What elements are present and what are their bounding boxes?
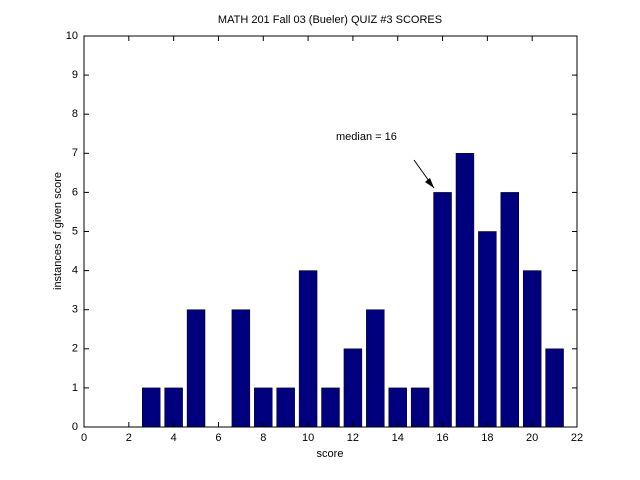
y-tick-label: 3 bbox=[72, 304, 78, 316]
y-tick-label: 6 bbox=[72, 186, 78, 198]
bar bbox=[455, 153, 475, 428]
x-tick-label: 0 bbox=[81, 432, 87, 444]
bar bbox=[164, 387, 183, 428]
bar bbox=[388, 387, 407, 428]
x-axis-label: score bbox=[317, 448, 344, 460]
y-tick-label: 4 bbox=[72, 265, 78, 277]
y-axis-label: instances of given score bbox=[52, 172, 64, 290]
y-tick-label: 9 bbox=[72, 69, 78, 81]
x-tick-label: 10 bbox=[302, 432, 314, 444]
bar bbox=[321, 387, 340, 428]
y-tick-label: 2 bbox=[72, 343, 78, 355]
bar bbox=[298, 270, 318, 428]
y-tick-label: 0 bbox=[72, 421, 78, 433]
bar bbox=[522, 270, 542, 428]
annotation: median = 16 bbox=[336, 131, 397, 143]
bar bbox=[254, 387, 273, 428]
annotation-arrowhead bbox=[425, 178, 434, 188]
y-tick-label: 5 bbox=[72, 225, 78, 237]
y-tick-label: 7 bbox=[72, 147, 78, 159]
y-tick-label: 10 bbox=[66, 30, 78, 42]
y-tick-label: 8 bbox=[72, 108, 78, 120]
x-tick-label: 6 bbox=[215, 432, 221, 444]
bar bbox=[186, 309, 206, 428]
x-tick-label: 12 bbox=[347, 432, 359, 444]
x-tick-label: 22 bbox=[571, 432, 583, 444]
bar bbox=[276, 387, 295, 428]
bar bbox=[545, 348, 564, 428]
x-tick-label: 18 bbox=[481, 432, 493, 444]
bar bbox=[231, 309, 251, 428]
x-tick-label: 20 bbox=[526, 432, 538, 444]
bar bbox=[500, 192, 519, 428]
bar bbox=[142, 387, 161, 428]
x-tick-label: 4 bbox=[171, 432, 177, 444]
y-tick-label: 1 bbox=[72, 382, 78, 394]
chart-title: MATH 201 Fall 03 (Bueler) QUIZ #3 SCORES bbox=[218, 14, 442, 26]
x-tick-label: 8 bbox=[260, 432, 266, 444]
x-tick-label: 14 bbox=[392, 432, 404, 444]
bar bbox=[433, 192, 452, 428]
bar bbox=[343, 348, 363, 428]
bar bbox=[478, 231, 497, 428]
bar bbox=[410, 387, 430, 428]
x-tick-label: 2 bbox=[126, 432, 132, 444]
x-tick-label: 16 bbox=[436, 432, 448, 444]
bar bbox=[366, 309, 385, 428]
